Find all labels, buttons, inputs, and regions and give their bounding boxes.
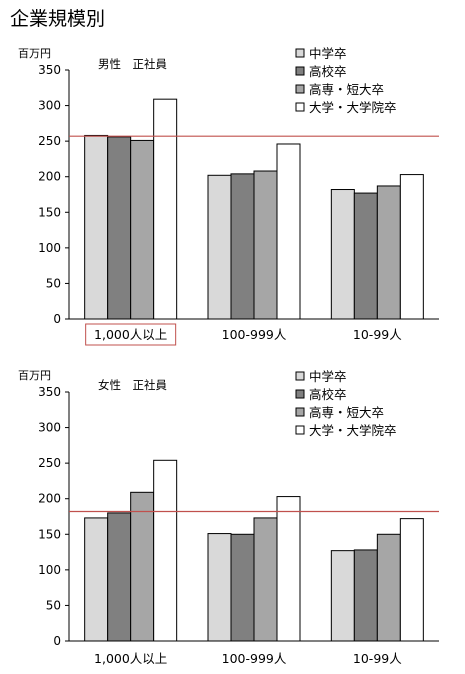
legend-label-2: 高校卒 [309, 64, 347, 79]
legend-label-1: 中学卒 [309, 369, 347, 384]
y-tick-label: 200 [38, 492, 61, 506]
bar-1-3 [330, 550, 355, 642]
y-tick-label: 100 [38, 563, 61, 577]
chart-title: 女性 正社員 [98, 378, 167, 392]
bar-2-1 [107, 512, 132, 642]
y-tick-label: 350 [38, 385, 61, 399]
y-tick-label: 300 [38, 99, 61, 113]
x-category-label: 100-999人 [222, 327, 287, 342]
legend-swatch-1 [295, 48, 305, 58]
bar-4-2 [276, 143, 301, 320]
y-tick-label: 200 [38, 170, 61, 184]
bar-3-2 [253, 170, 278, 320]
y-tick-label: 250 [38, 134, 61, 148]
legend-label-3: 高専・短大卒 [309, 82, 384, 97]
x-category-label: 1,000人以上 [94, 651, 167, 666]
legend-swatch-1 [295, 371, 305, 381]
y-tick-label: 150 [38, 527, 61, 541]
legend-label-2: 高校卒 [309, 387, 347, 402]
bar-3-1 [130, 139, 155, 320]
legend-swatch-2 [295, 389, 305, 399]
legend-swatch-2 [295, 66, 305, 76]
bar-1-2 [207, 533, 232, 642]
bar-3-3 [376, 185, 401, 320]
y-tick-label: 100 [38, 241, 61, 255]
bar-4-1 [153, 459, 178, 642]
bar-2-1 [107, 136, 132, 320]
legend-swatch-4 [295, 102, 305, 112]
legend-label-3: 高専・短大卒 [309, 405, 384, 420]
legend-label-4: 大学・大学院卒 [309, 100, 397, 115]
y-tick-label: 350 [38, 63, 61, 77]
y-tick-label: 0 [53, 312, 61, 326]
legend-swatch-3 [295, 84, 305, 94]
page-title: 企業規模別 [10, 8, 106, 30]
y-unit-label: 百万円 [18, 369, 51, 382]
y-tick-label: 250 [38, 456, 61, 470]
y-tick-label: 0 [53, 634, 61, 648]
bar-3-3 [376, 533, 401, 642]
bar-1-1 [84, 517, 109, 642]
bar-2-2 [230, 533, 255, 642]
x-category-label: 1,000人以上 [94, 327, 167, 342]
x-category-label: 10-99人 [353, 327, 402, 342]
bar-1-2 [207, 174, 232, 320]
bar-2-3 [353, 192, 378, 320]
y-unit-label: 百万円 [18, 47, 51, 60]
category-highlight-box [85, 323, 177, 346]
x-category-label: 10-99人 [353, 651, 402, 666]
y-tick-label: 50 [46, 276, 61, 290]
bar-4-2 [276, 496, 301, 642]
y-tick-label: 150 [38, 205, 61, 219]
x-category-label: 100-999人 [222, 651, 287, 666]
bar-2-2 [230, 173, 255, 320]
legend-swatch-3 [295, 407, 305, 417]
bar-1-3 [330, 189, 355, 320]
bar-4-1 [153, 98, 178, 320]
chart-title: 男性 正社員 [98, 57, 167, 71]
legend-label-1: 中学卒 [309, 46, 347, 61]
y-tick-label: 50 [46, 598, 61, 612]
legend-label-4: 大学・大学院卒 [309, 423, 397, 438]
bar-2-3 [353, 549, 378, 642]
bar-4-3 [399, 174, 424, 320]
bar-4-3 [399, 518, 424, 642]
legend-swatch-4 [295, 425, 305, 435]
bar-3-2 [253, 517, 278, 642]
bar-3-1 [130, 491, 155, 642]
y-tick-label: 300 [38, 421, 61, 435]
bar-1-1 [84, 134, 109, 320]
